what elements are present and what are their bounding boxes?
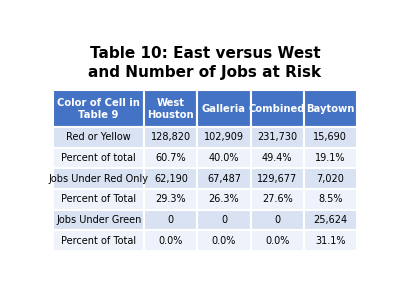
Text: 15,690: 15,690 (313, 132, 347, 142)
Text: 129,677: 129,677 (257, 174, 297, 184)
Bar (250, 90, 304, 127)
Bar (304, 210, 357, 231)
Bar (198, 90, 250, 127)
Text: 67,487: 67,487 (207, 174, 241, 184)
Text: 0: 0 (221, 215, 227, 225)
Bar (53, 168, 144, 189)
Bar (198, 231, 250, 251)
Bar (304, 189, 357, 210)
Bar (144, 127, 198, 148)
Bar (53, 210, 144, 231)
Text: 19.1%: 19.1% (315, 153, 346, 163)
Text: 7,020: 7,020 (316, 174, 344, 184)
Bar (144, 189, 198, 210)
Text: Jobs Under Red Only: Jobs Under Red Only (49, 174, 149, 184)
Text: 27.6%: 27.6% (262, 194, 292, 204)
Bar (198, 189, 250, 210)
Text: Baytown: Baytown (306, 104, 354, 114)
Bar (144, 231, 198, 251)
Text: 49.4%: 49.4% (262, 153, 292, 163)
Text: 25,624: 25,624 (313, 215, 347, 225)
Text: 62,190: 62,190 (154, 174, 188, 184)
Text: 231,730: 231,730 (257, 132, 297, 142)
Bar (250, 189, 304, 210)
Bar (53, 189, 144, 210)
Text: 29.3%: 29.3% (156, 194, 186, 204)
Bar (53, 90, 144, 127)
Bar (144, 210, 198, 231)
Text: 0.0%: 0.0% (265, 236, 289, 246)
Text: 0.0%: 0.0% (159, 236, 183, 246)
Bar (250, 168, 304, 189)
Text: Table 10: East versus West
and Number of Jobs at Risk: Table 10: East versus West and Number of… (88, 46, 322, 80)
Bar (250, 231, 304, 251)
Bar (144, 90, 198, 127)
Bar (250, 210, 304, 231)
Text: 26.3%: 26.3% (209, 194, 239, 204)
Text: Combined: Combined (249, 104, 306, 114)
Bar (250, 127, 304, 148)
Text: Percent of total: Percent of total (61, 153, 136, 163)
Bar (198, 127, 250, 148)
Text: 60.7%: 60.7% (156, 153, 186, 163)
Text: 0: 0 (168, 215, 174, 225)
Text: West
Houston: West Houston (148, 98, 194, 120)
Bar (198, 148, 250, 168)
Bar (304, 148, 357, 168)
Text: 0: 0 (274, 215, 280, 225)
Bar (304, 90, 357, 127)
Text: 102,909: 102,909 (204, 132, 244, 142)
Bar (304, 231, 357, 251)
Bar (198, 168, 250, 189)
Text: 8.5%: 8.5% (318, 194, 342, 204)
Bar (304, 127, 357, 148)
Text: 128,820: 128,820 (151, 132, 191, 142)
Text: Jobs Under Green: Jobs Under Green (56, 215, 141, 225)
Bar (144, 168, 198, 189)
Bar (198, 210, 250, 231)
Text: Color of Cell in
Table 9: Color of Cell in Table 9 (57, 98, 140, 120)
Bar (250, 148, 304, 168)
Text: Red or Yellow: Red or Yellow (66, 132, 131, 142)
Bar (53, 148, 144, 168)
Text: Percent of Total: Percent of Total (61, 236, 136, 246)
Text: 40.0%: 40.0% (209, 153, 239, 163)
Text: Percent of Total: Percent of Total (61, 194, 136, 204)
Bar (304, 168, 357, 189)
Text: Galleria: Galleria (202, 104, 246, 114)
Bar (53, 127, 144, 148)
Text: 0.0%: 0.0% (212, 236, 236, 246)
Bar (53, 231, 144, 251)
Bar (144, 148, 198, 168)
Text: 31.1%: 31.1% (315, 236, 346, 246)
